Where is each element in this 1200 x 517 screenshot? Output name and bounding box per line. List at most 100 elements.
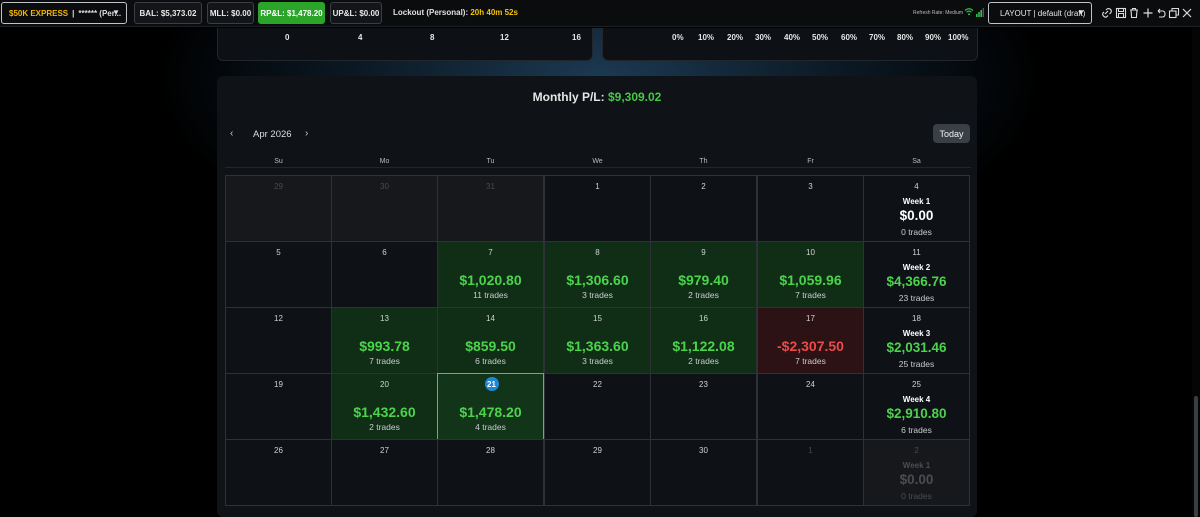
day-number: 1	[595, 182, 600, 191]
week-trade-count: 6 trades	[901, 425, 932, 435]
calendar-day-cell[interactable]: 13 $993.78 7 trades	[331, 307, 438, 374]
day-number: 22	[593, 380, 602, 389]
day-number: 25	[912, 380, 921, 389]
calendar-day-cell[interactable]: 1	[757, 439, 864, 506]
week-trade-count: 0 trades	[901, 227, 932, 237]
axis-tick: 40%	[784, 33, 801, 42]
day-pnl: $859.50	[465, 338, 516, 354]
week-pnl: $0.00	[899, 472, 934, 487]
calendar-day-cell[interactable]: 29	[225, 175, 332, 242]
axis-tick: 12	[500, 33, 509, 42]
day-number: 23	[699, 380, 708, 389]
calendar-day-cell[interactable]: 2	[650, 175, 757, 242]
axis-tick: 16	[572, 33, 581, 42]
calendar-day-cell[interactable]: 20 $1,432.60 2 trades	[331, 373, 438, 440]
layout-select[interactable]: LAYOUT | default (draft) ▼	[988, 2, 1092, 24]
calendar-day-cell[interactable]: 15 $1,363.60 3 trades	[544, 307, 651, 374]
balance-pill[interactable]: BAL: $5,373.02	[134, 2, 202, 24]
calendar-day-cell[interactable]: 6	[331, 241, 438, 308]
calendar-day-cell[interactable]: 26	[225, 439, 332, 506]
calendar-day-cell[interactable]: 5	[225, 241, 332, 308]
day-number: 4	[914, 182, 919, 191]
signal-bars-icon	[976, 8, 984, 17]
week-summary-cell[interactable]: 4 Week 1 $0.00 0 trades	[863, 175, 970, 242]
week-summary-cell[interactable]: 2 Week 1 $0.00 0 trades	[863, 439, 970, 506]
link-icon[interactable]	[1101, 7, 1113, 19]
week-summary-cell[interactable]: 11 Week 2 $4,366.76 23 trades	[863, 241, 970, 308]
axis-tick: 60%	[841, 33, 858, 42]
axis-tick: 90%	[925, 33, 942, 42]
day-number: 11	[912, 248, 921, 257]
calendar-day-cell[interactable]: 23	[650, 373, 757, 440]
calendar-day-cell[interactable]: 24	[757, 373, 864, 440]
calendar-day-cell[interactable]: 27	[331, 439, 438, 506]
day-trade-count: 4 trades	[475, 422, 506, 432]
trash-icon[interactable]	[1128, 7, 1140, 19]
undo-icon[interactable]	[1155, 7, 1167, 19]
monthly-pnl: Monthly P/L: $9,309.02	[217, 90, 977, 104]
day-number: 26	[274, 446, 283, 455]
calendar-day-cell[interactable]: 10 $1,059.96 7 trades	[757, 241, 864, 308]
chevron-left-icon[interactable]: ‹	[230, 128, 234, 139]
calendar-day-cell[interactable]: 30	[650, 439, 757, 506]
axis-tick: 8	[430, 33, 435, 42]
restore-window-icon[interactable]	[1168, 7, 1180, 19]
calendar-day-cell[interactable]: 30	[331, 175, 438, 242]
weekday-header: Th	[699, 158, 708, 165]
axis-tick: 10%	[698, 33, 715, 42]
layout-label: LAYOUT | default (draft)	[1000, 8, 1086, 18]
day-pnl: $1,306.60	[566, 272, 629, 288]
day-pnl: $1,478.20	[459, 404, 522, 420]
axis-tick: 30%	[755, 33, 772, 42]
calendar-day-cell[interactable]: 17 -$2,307.50 7 trades	[757, 307, 864, 374]
weekday-divider	[225, 167, 971, 168]
calendar-day-cell[interactable]: 19	[225, 373, 332, 440]
week-summary-cell[interactable]: 18 Week 3 $2,031.46 25 trades	[863, 307, 970, 374]
trades-histogram-panel: 0 4 8 12 16	[217, 28, 593, 61]
account-select[interactable]: $50K EXPRESS | ****** (Per... ▼	[1, 2, 127, 24]
calendar-day-cell[interactable]: 8 $1,306.60 3 trades	[544, 241, 651, 308]
calendar-day-cell[interactable]: 29	[544, 439, 651, 506]
day-number: 18	[912, 314, 921, 323]
unrealized-pnl-pill[interactable]: UP&L: $0.00	[330, 2, 382, 24]
day-number: 19	[274, 380, 283, 389]
calendar-day-cell[interactable]: 3	[757, 175, 864, 242]
day-number: 12	[274, 314, 283, 323]
day-pnl: $1,432.60	[353, 404, 416, 420]
week-summary-cell[interactable]: 25 Week 4 $2,910.80 6 trades	[863, 373, 970, 440]
lockout-timer: 20h 40m 52s	[470, 8, 518, 17]
calendar-day-cell[interactable]: 21 $1,478.20 4 trades	[437, 373, 544, 440]
day-number: 28	[486, 446, 495, 455]
mll-pill[interactable]: MLL: $0.00	[207, 2, 254, 24]
day-trade-count: 2 trades	[369, 422, 400, 432]
monthly-pnl-value: $9,309.02	[607, 90, 662, 104]
calendar-day-cell[interactable]: 28	[437, 439, 544, 506]
calendar-day-cell[interactable]: 1	[544, 175, 651, 242]
calendar-day-cell[interactable]: 7 $1,020.80 11 trades	[437, 241, 544, 308]
account-separator: |	[72, 8, 75, 18]
plus-icon[interactable]	[1142, 7, 1154, 19]
calendar-day-cell[interactable]: 9 $979.40 2 trades	[650, 241, 757, 308]
weekday-header: Su	[274, 158, 283, 165]
scrollbar-thumb[interactable]	[1194, 396, 1198, 517]
day-number: 3	[808, 182, 813, 191]
save-icon[interactable]	[1115, 7, 1127, 19]
day-number: 5	[276, 248, 281, 257]
day-pnl: $979.40	[678, 272, 729, 288]
axis-tick: 0	[285, 33, 290, 42]
calendar-day-cell[interactable]: 16 $1,122.08 2 trades	[650, 307, 757, 374]
day-number: 6	[382, 248, 387, 257]
close-icon[interactable]	[1181, 7, 1193, 19]
scrollbar-track[interactable]	[1192, 28, 1200, 517]
calendar-day-cell[interactable]: 22	[544, 373, 651, 440]
today-button[interactable]: Today	[933, 124, 970, 143]
calendar-day-cell[interactable]: 31	[437, 175, 544, 242]
account-name: $50K EXPRESS	[9, 8, 69, 18]
realized-pnl-pill[interactable]: RP&L: $1,478.20	[258, 2, 325, 24]
chevron-right-icon[interactable]: ›	[305, 128, 309, 139]
calendar-day-cell[interactable]: 14 $859.50 6 trades	[437, 307, 544, 374]
day-number: 27	[380, 446, 389, 455]
weekday-header: Tu	[486, 158, 495, 165]
calendar-day-cell[interactable]: 12	[225, 307, 332, 374]
day-number: 14	[486, 314, 495, 323]
